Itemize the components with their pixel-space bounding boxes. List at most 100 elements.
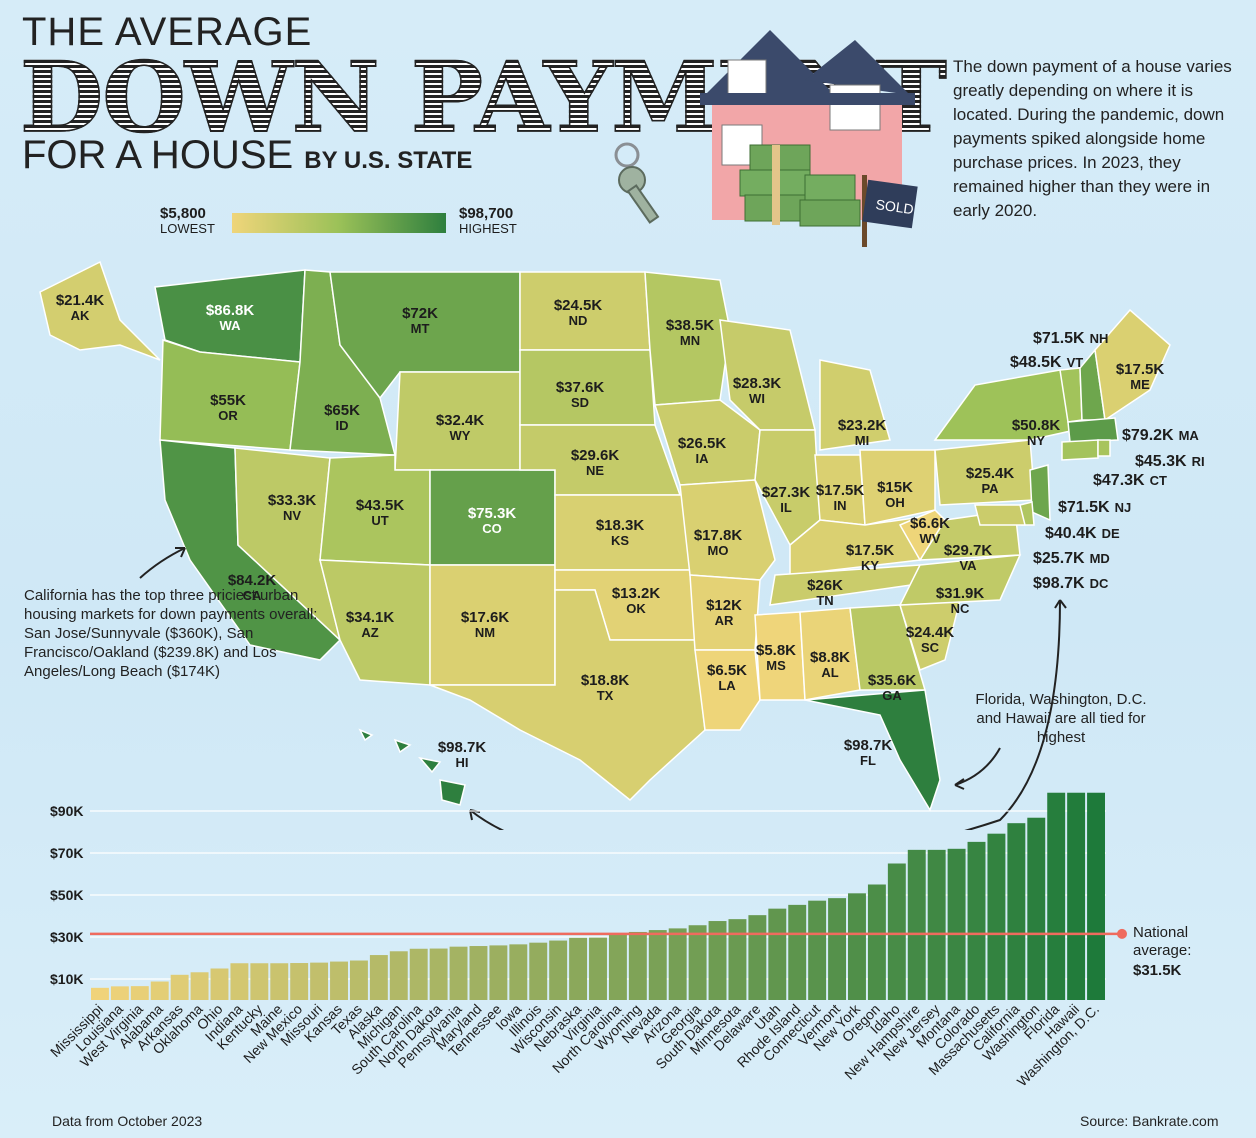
map-value-ca: $84.2K — [228, 572, 277, 589]
map-label-nh: $71.5K NH — [1033, 330, 1108, 347]
map-value-wy: $32.4K — [436, 412, 485, 429]
money-stack-icon — [739, 144, 861, 227]
map-value-ut: $43.5K — [356, 497, 405, 514]
map-abbr-va: VA — [959, 558, 977, 573]
map-abbr-or: OR — [218, 408, 238, 423]
state-shapes — [39, 260, 1171, 812]
state-la — [694, 649, 761, 731]
map-value-oh: $15K — [877, 479, 913, 496]
legend-low-value: $5,800 — [160, 205, 206, 222]
map-label-de: $40.4K DE — [1045, 525, 1120, 542]
bar — [549, 940, 568, 1000]
map-abbr-mn: MN — [680, 333, 700, 348]
map-value-ar: $12K — [706, 597, 742, 614]
map-abbr-me: ME — [1130, 377, 1150, 392]
national-average-label-value: $31.5K — [1133, 962, 1182, 979]
map-abbr-oh: OH — [885, 495, 905, 510]
bar — [1007, 823, 1026, 1000]
map-value-ok: $13.2K — [612, 585, 661, 602]
title-line-3-main: FOR A HOUSE — [22, 133, 294, 177]
y-tick-label: $30K — [50, 929, 83, 945]
bar — [648, 930, 667, 1000]
title-line-3-suffix: BY U.S. STATE — [304, 147, 473, 174]
bar — [91, 987, 109, 1000]
map-abbr-nc: NC — [951, 601, 970, 616]
map-abbr-mo: MO — [708, 543, 729, 558]
map-abbr-sc: SC — [921, 640, 940, 655]
intro-text: The down payment of a house varies great… — [953, 57, 1232, 220]
map-abbr-in: IN — [834, 498, 847, 513]
map-abbr-ga: GA — [882, 688, 902, 703]
map-abbr-mt: MT — [411, 321, 430, 336]
map-abbr-sd: SD — [571, 395, 589, 410]
sold-sign-text: SOLD — [875, 196, 915, 217]
bar — [529, 942, 548, 1000]
map-abbr-ut: UT — [371, 513, 388, 528]
map-label-dc: $98.7K DC — [1033, 575, 1109, 592]
state-md — [974, 504, 1026, 526]
map-value-nv: $33.3K — [268, 492, 317, 509]
state-ct — [1061, 439, 1099, 461]
map-abbr-wa: WA — [220, 318, 242, 333]
title-line-3: FOR A HOUSE BY U.S. STATE — [22, 133, 472, 178]
map-value-wi: $28.3K — [733, 375, 782, 392]
bar — [509, 944, 528, 1000]
state-ri — [1097, 439, 1111, 457]
map-abbr-ak: AK — [71, 308, 90, 323]
map-value-nd: $24.5K — [554, 297, 603, 314]
bar — [230, 963, 249, 1000]
state-wv — [898, 509, 946, 562]
state-mo — [679, 479, 776, 581]
map-abbr-ne: NE — [586, 463, 604, 478]
legend-high-label: HIGHEST — [459, 221, 517, 236]
bar — [668, 928, 687, 1000]
sold-sign-icon: SOLD — [862, 175, 918, 247]
map-label-md: $25.7K MD — [1033, 550, 1110, 567]
national-average-label-line1: National — [1133, 924, 1188, 941]
bar — [330, 961, 348, 1000]
bar — [768, 908, 787, 1000]
map-abbr-tn: TN — [816, 593, 833, 608]
bar — [250, 963, 269, 1000]
bar — [569, 937, 588, 1000]
map-label-ri: $45.3K RI — [1135, 453, 1205, 470]
state-mi — [819, 359, 891, 451]
annotation-arrows — [139, 547, 1067, 830]
map-value-az: $34.1K — [346, 609, 395, 626]
key-icon — [614, 142, 660, 224]
map-label-ct: $47.3K CT — [1093, 472, 1167, 489]
map-abbr-hi: HI — [456, 755, 469, 770]
map-value-co: $75.3K — [468, 505, 517, 522]
national-average-marker — [1117, 928, 1127, 939]
chart-y-ticks: $10K $30K $50K $70K $90K — [50, 803, 83, 987]
state-nc — [898, 554, 1022, 606]
bar — [788, 904, 807, 1000]
map-value-ga: $35.6K — [868, 672, 917, 689]
state-ak — [39, 260, 161, 361]
map-abbr-fl: FL — [860, 753, 876, 768]
map-abbr-tx: TX — [597, 688, 614, 703]
legend-high: $98,700 HIGHEST — [459, 206, 517, 236]
map-abbr-al: AL — [821, 665, 838, 680]
map-value-wv: $6.6K — [910, 515, 950, 532]
map-value-il: $27.3K — [762, 484, 811, 501]
bar — [1047, 792, 1066, 1000]
bar — [708, 921, 727, 1000]
bar — [608, 933, 627, 1000]
map-value-nc: $31.9K — [936, 585, 985, 602]
bar — [907, 849, 926, 1000]
state-az — [319, 559, 431, 686]
bar — [589, 937, 607, 1000]
map-abbr-mi: MI — [855, 433, 869, 448]
bar — [409, 948, 428, 1000]
bar — [389, 951, 408, 1000]
map-value-nm: $17.6K — [461, 609, 510, 626]
map-value-va: $29.7K — [944, 542, 993, 559]
map-abbr-nm: NM — [475, 625, 495, 640]
map-abbr-ks: KS — [611, 533, 629, 548]
bar — [349, 960, 368, 1000]
map-value-ny: $50.8K — [1012, 417, 1061, 434]
bar — [628, 931, 647, 1000]
bar-chart: $10K $30K $50K $70K $90K MississippiLouisian… — [47, 792, 1191, 1089]
